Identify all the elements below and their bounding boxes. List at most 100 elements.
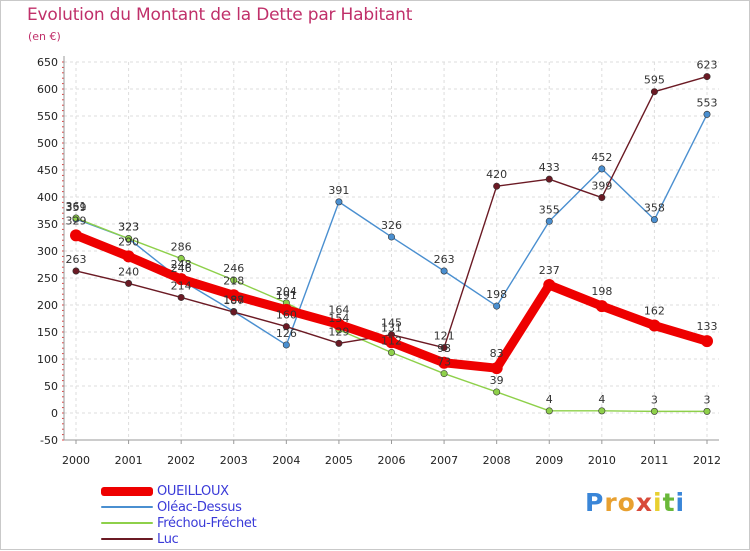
data-label: 263 bbox=[434, 253, 455, 266]
x-tick-label: 2010 bbox=[588, 454, 616, 467]
data-label: 399 bbox=[591, 180, 612, 193]
data-point bbox=[493, 182, 501, 190]
x-tick-label: 2005 bbox=[325, 454, 353, 467]
x-tick-label: 2008 bbox=[483, 454, 511, 467]
data-point bbox=[177, 255, 185, 263]
data-label: 248 bbox=[171, 258, 192, 271]
logo-letter: i bbox=[675, 488, 686, 517]
data-label: 623 bbox=[697, 59, 718, 72]
y-tick-label: 50 bbox=[44, 380, 58, 393]
data-point bbox=[545, 217, 553, 225]
x-tick-label: 2002 bbox=[167, 454, 195, 467]
logo-letter: t bbox=[662, 488, 676, 517]
data-label: 323 bbox=[118, 221, 139, 234]
data-point bbox=[70, 229, 82, 242]
data-label: 112 bbox=[381, 335, 402, 348]
x-tick-label: 2009 bbox=[535, 454, 563, 467]
data-point bbox=[122, 250, 135, 263]
data-label: 4 bbox=[546, 393, 553, 406]
data-point bbox=[230, 308, 238, 316]
data-point bbox=[703, 110, 711, 118]
data-point bbox=[227, 289, 240, 302]
chart-title: Evolution du Montant de la Dette par Hab… bbox=[27, 5, 413, 25]
y-tick-label: 100 bbox=[37, 353, 58, 366]
data-point bbox=[387, 233, 395, 241]
data-labels: 359 323 246 188 126 391 326 263 198 355 452 358 553 3… bbox=[66, 59, 718, 407]
data-label: 133 bbox=[697, 320, 718, 333]
data-point bbox=[280, 303, 293, 316]
data-point bbox=[335, 339, 343, 347]
x-tick-label: 2001 bbox=[115, 454, 143, 467]
data-point bbox=[335, 198, 343, 206]
data-label: 191 bbox=[276, 289, 297, 302]
data-label: 187 bbox=[223, 294, 244, 307]
data-point bbox=[387, 349, 395, 357]
proxiti-logo: Proxiti bbox=[585, 488, 685, 517]
data-label: 93 bbox=[437, 342, 451, 355]
data-point bbox=[125, 235, 133, 243]
data-label: 154 bbox=[328, 312, 349, 325]
data-point bbox=[72, 214, 80, 222]
x-tick-label: 2003 bbox=[220, 454, 248, 467]
legend-entry: OUEILLOUX bbox=[101, 483, 256, 499]
legend-label: OUEILLOUX bbox=[157, 483, 229, 499]
logo-letter: o bbox=[617, 488, 636, 517]
data-point bbox=[545, 407, 553, 415]
legend-entry: Luc bbox=[101, 531, 256, 547]
y-tick-label: -50 bbox=[40, 434, 58, 447]
data-label: 452 bbox=[591, 151, 612, 164]
data-label: 198 bbox=[486, 288, 507, 301]
x-tick-label: 2011 bbox=[640, 454, 668, 467]
data-point bbox=[545, 175, 553, 183]
data-label: 39 bbox=[490, 374, 504, 387]
data-label: 355 bbox=[539, 203, 560, 216]
x-tick-label: 2007 bbox=[430, 454, 458, 467]
data-point bbox=[703, 73, 711, 81]
data-point bbox=[493, 302, 501, 310]
legend-label: Fréchou-Fréchet bbox=[157, 515, 257, 531]
axes: -50 0 50 100 150 200 250 300 350 400 450 500 550 600 6… bbox=[37, 56, 721, 467]
data-point bbox=[332, 318, 345, 331]
x-tick-label: 2000 bbox=[62, 454, 90, 467]
data-label: 595 bbox=[644, 74, 665, 87]
legend-swatch bbox=[101, 486, 153, 496]
data-label: 433 bbox=[539, 161, 560, 174]
x-tick-label: 2006 bbox=[378, 454, 406, 467]
y-tick-label: 650 bbox=[37, 56, 58, 69]
data-label: 246 bbox=[223, 262, 244, 275]
y-tick-label: 200 bbox=[37, 299, 58, 312]
legend-label: Oléac-Dessus bbox=[157, 499, 242, 515]
data-label: 162 bbox=[644, 305, 665, 318]
legend-entry: Oléac-Dessus bbox=[101, 499, 256, 515]
y-tick-label: 300 bbox=[37, 245, 58, 258]
y-tick-label: 350 bbox=[37, 218, 58, 231]
y-tick-label: 250 bbox=[37, 272, 58, 285]
data-point bbox=[701, 335, 713, 348]
legend-swatch bbox=[101, 522, 153, 524]
data-label: 358 bbox=[644, 202, 665, 215]
data-point bbox=[72, 267, 80, 275]
data-point bbox=[595, 300, 608, 313]
data-point bbox=[282, 341, 290, 349]
data-label: 126 bbox=[276, 327, 297, 340]
data-point bbox=[543, 279, 556, 292]
data-point bbox=[650, 216, 658, 224]
data-label: 83 bbox=[490, 347, 504, 360]
y-tick-label: 400 bbox=[37, 191, 58, 204]
data-label: 73 bbox=[437, 356, 451, 369]
legend-swatch bbox=[101, 538, 153, 540]
data-point bbox=[493, 388, 501, 396]
data-point bbox=[650, 407, 658, 415]
chart-subtitle: (en €) bbox=[28, 30, 61, 43]
logo-letter: r bbox=[604, 488, 618, 517]
y-tick-label: 150 bbox=[37, 326, 58, 339]
data-point bbox=[648, 319, 661, 332]
data-point bbox=[440, 370, 448, 378]
data-label: 198 bbox=[591, 285, 612, 298]
y-tick-label: 600 bbox=[37, 83, 58, 96]
y-tick-label: 550 bbox=[37, 110, 58, 123]
y-tick-label: 0 bbox=[51, 407, 58, 420]
data-label: 329 bbox=[66, 214, 87, 227]
